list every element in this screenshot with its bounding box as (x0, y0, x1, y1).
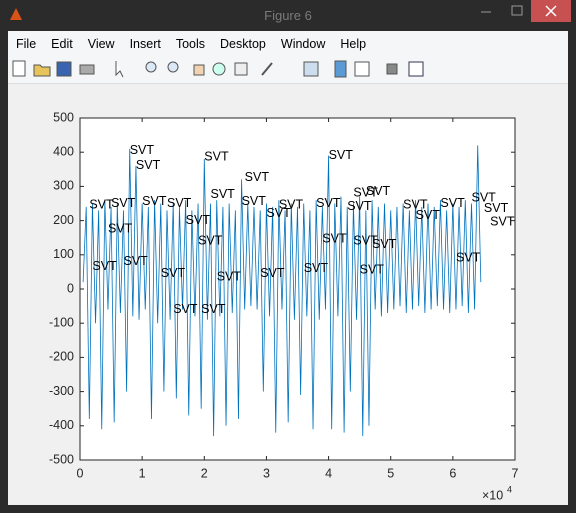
annotation: SVT (130, 143, 155, 157)
annotation: SVT (329, 148, 354, 162)
toolbar-icons (12, 60, 424, 78)
annotation: SVT (316, 196, 341, 210)
y-tick-label: -200 (49, 350, 74, 364)
annotation: SVT (347, 199, 372, 213)
menu-item[interactable]: Help (340, 37, 367, 51)
menu-item[interactable]: Tools (175, 37, 206, 51)
app-icon (10, 8, 22, 20)
annotation: SVT (484, 201, 509, 215)
x-tick-label: 1 (139, 466, 146, 480)
y-tick-label: -300 (49, 384, 74, 398)
annotation: SVT (372, 237, 397, 251)
annotation: SVT (186, 213, 211, 227)
annotation: SVT (266, 206, 291, 220)
title-bar: Figure 6 (0, 0, 576, 30)
x-multiplier-exponent: 4 (507, 484, 512, 494)
x-tick-label: 7 (512, 466, 519, 480)
x-tick-label: 5 (387, 466, 394, 480)
y-tick-label: 0 (67, 281, 74, 295)
title-icons (10, 0, 571, 22)
annotation: SVT (211, 187, 236, 201)
annotation: SVT (360, 262, 385, 276)
annotation: SVT (245, 170, 270, 184)
x-tick-label: 0 (77, 466, 84, 480)
minimize-button[interactable] (470, 0, 502, 22)
menu-item[interactable]: Window (280, 37, 326, 51)
tool-icons[interactable] (12, 60, 424, 78)
maximize-glyph (511, 5, 523, 16)
annotation: SVT (472, 191, 497, 205)
x-multiplier: ×10 (482, 488, 503, 502)
menu-item[interactable]: File (16, 37, 37, 51)
annotation: SVT (204, 150, 229, 164)
menu-item[interactable]: Insert (129, 37, 161, 51)
y-tick-label: 300 (53, 179, 74, 193)
annotation: SVT (92, 259, 117, 273)
annotation: SVT (217, 269, 242, 283)
plot: -500 -400 -300 -200 -100 0 100 200 300 400 500 0 1 2 3… (49, 110, 519, 502)
annotation: SVT (161, 266, 186, 280)
y-tick-label: 500 (53, 110, 74, 124)
annotation: SVT (440, 196, 465, 210)
annotation: SVT (108, 221, 133, 235)
x-tick-label: 6 (449, 466, 456, 480)
x-tick-label: 4 (325, 466, 332, 480)
y-tick-label: 400 (53, 144, 74, 158)
annotation: SVT (198, 233, 223, 247)
annotation: SVT (136, 158, 161, 172)
annotation: SVT (304, 261, 329, 275)
annotation: SVT (456, 251, 481, 265)
annotation: SVT (89, 198, 114, 212)
axes-box (79, 117, 516, 461)
annotation: SVT (142, 194, 167, 208)
axes-background (80, 118, 515, 460)
close-glyph (545, 5, 557, 17)
y-tick-label: -100 (49, 315, 74, 329)
menu-item[interactable]: View (87, 37, 115, 51)
menu-item[interactable]: Edit (51, 37, 73, 51)
menu-bar: File Edit View Insert Tools Desktop Window Help (8, 31, 568, 55)
y-tick-label: 100 (53, 247, 74, 261)
annotation: SVT (111, 196, 136, 210)
annotation: SVT (353, 186, 378, 200)
annotation: SVT (173, 302, 198, 316)
annotation: SVT (403, 198, 428, 212)
annotation: SVT (242, 194, 267, 208)
x-tick-label: 3 (263, 466, 270, 480)
annotation: SVT (260, 266, 285, 280)
annotation: SVT (416, 208, 441, 222)
annotation: SVT (124, 254, 149, 268)
window-title: Figure 6 (264, 8, 312, 23)
y-tick-label: -500 (49, 452, 74, 466)
menu-item[interactable]: Desktop (220, 37, 266, 51)
y-tick-label: 200 (53, 213, 74, 227)
annotation: SVT (366, 184, 391, 198)
maximize-button[interactable] (503, 0, 531, 22)
annotation: SVT (490, 215, 515, 229)
annotation: SVT (279, 198, 304, 212)
annotation: SVT (167, 196, 192, 210)
annotation: SVT (201, 302, 226, 316)
y-tick-label: -400 (49, 418, 74, 432)
annotation: SVT (353, 233, 378, 247)
toolbar (8, 55, 568, 84)
signal-line (82, 145, 482, 437)
x-tick-label: 2 (201, 466, 208, 480)
annotation: SVT (322, 232, 347, 246)
